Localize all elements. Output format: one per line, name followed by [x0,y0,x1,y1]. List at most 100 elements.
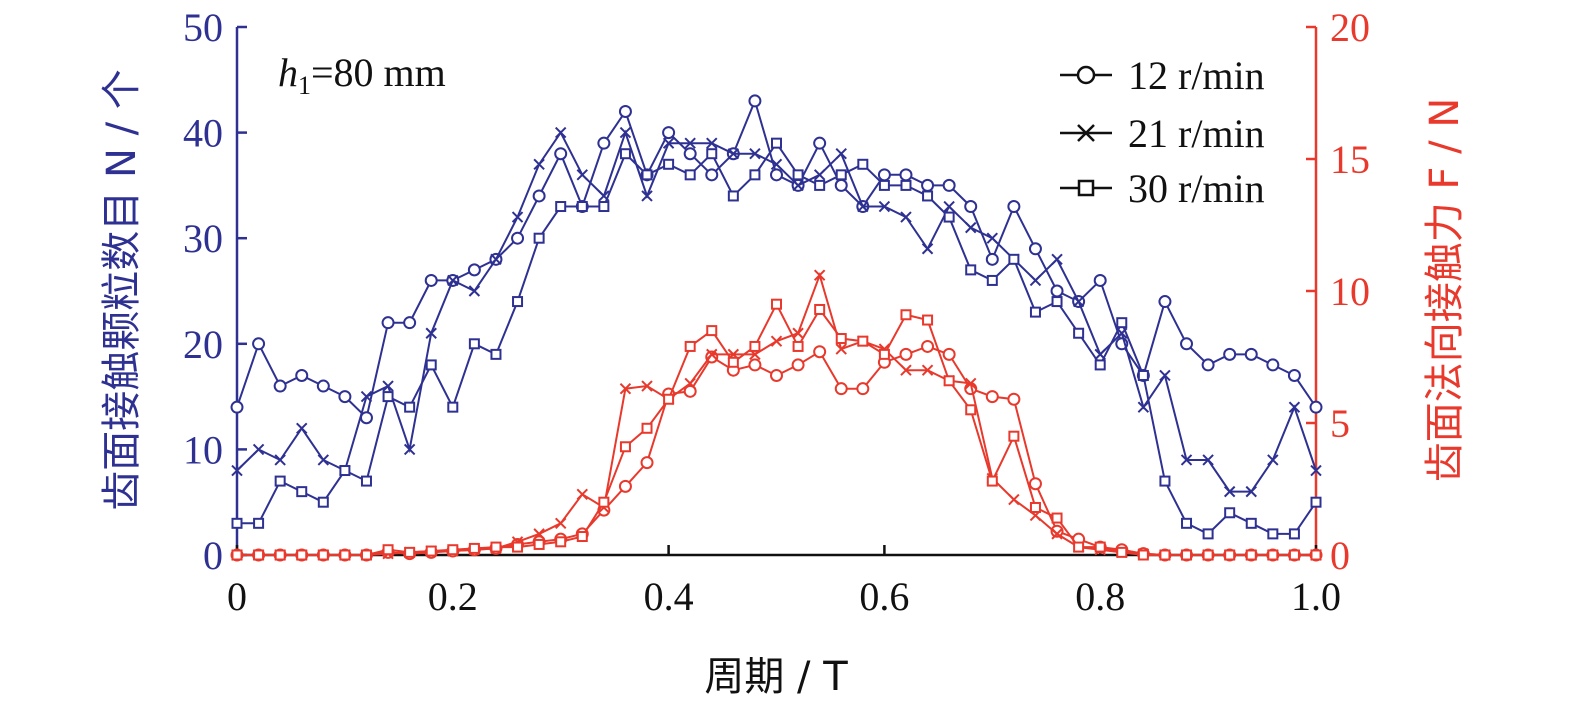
data-point-square [1116,317,1128,329]
data-point-circle [856,382,870,396]
data-point-circle [532,189,546,203]
legend-entry-12: 12 r/min [1060,53,1265,98]
data-point-square [360,549,372,561]
data-point-square [900,309,912,321]
data-point-square [1245,549,1257,561]
data-point-square [814,303,826,315]
data-point-square [1267,549,1279,561]
data-point-square [684,340,696,352]
data-point-square [986,274,998,286]
data-point-cross [835,148,847,160]
data-point-cross [1202,454,1214,466]
data-point-cross [770,158,783,170]
data-point-circle [1158,295,1172,309]
data-point-square [1029,501,1041,513]
data-point-cross [1267,454,1279,466]
data-point-cross [619,126,632,139]
x-tick-label: 0 [227,574,247,619]
data-point-cross [533,158,545,170]
data-point-cross [684,377,696,390]
data-point-cross [662,137,675,149]
data-point-cross [360,390,373,403]
data-point-square [231,517,243,529]
data-point-circle [921,178,935,192]
data-point-square [598,496,610,508]
data-point-square [684,169,696,181]
data-point-circle [899,168,913,182]
right-y-axis-title: 齿面法向接触力 F / N [1422,98,1468,483]
data-point-cross [1310,464,1322,477]
legend-label-30: 30 r/min [1128,166,1265,211]
data-point-cross [1180,454,1193,466]
data-point-circle [921,339,935,353]
data-point-square [317,549,329,561]
data-point-square [425,359,437,371]
data-point-square [404,546,416,558]
data-point-square [771,298,782,310]
data-point-circle [985,252,999,266]
data-point-cross [576,488,588,500]
data-point-square [533,232,545,244]
data-point-square [1137,369,1149,381]
data-point-cross [792,327,804,339]
data-point-square [727,356,739,368]
data-point-circle [597,136,611,150]
data-point-cross [943,200,955,213]
data-point-circle [683,384,697,398]
data-point-circle [770,168,783,182]
data-point-square [404,401,416,413]
data-point-circle [1007,200,1021,214]
legend-entry-30: 30 r/min [1060,166,1265,211]
data-point-cross [231,464,243,477]
data-point-circle [252,337,266,351]
data-point-cross [921,243,934,255]
data-point-cross [1029,274,1042,287]
data-point-circle [1309,400,1323,414]
data-point-cross [382,380,394,392]
data-point-square [274,475,286,487]
data-point-cross [965,377,977,390]
data-point-circle [359,411,373,425]
right-y-tick-label: 5 [1330,401,1350,446]
data-point-cross [684,137,696,149]
data-point-cross [878,200,891,213]
data-point-square [576,531,588,543]
left-y-tick-label: 10 [183,427,223,472]
data-point-cross [296,422,308,434]
data-point-square [1245,517,1257,529]
data-point-square [792,340,804,352]
data-point-square [533,538,545,550]
data-point-square [792,169,804,181]
data-point-circle [748,94,762,108]
data-point-square [835,169,847,181]
data-point-square [922,190,934,202]
data-point-circle [1093,273,1107,287]
data-point-circle [618,479,632,493]
data-point-cross [1288,401,1301,413]
data-point-circle [338,390,352,404]
legend-label-12: 12 r/min [1128,53,1265,98]
data-point-square [878,348,890,360]
data-point-cross [317,454,330,466]
data-point-square [1051,512,1063,524]
data-point-square [965,264,977,276]
data-point-square [1181,517,1193,529]
data-point-square [943,211,955,223]
data-point-square [663,158,675,170]
data-point-circle [791,358,805,372]
left-y-tick-label: 30 [183,216,223,261]
data-point-circle [1050,284,1064,298]
data-point-square [663,393,675,405]
data-point-cross [835,343,847,355]
data-point-circle [1266,358,1280,372]
data-point-circle [273,379,287,393]
data-point-square [490,541,502,553]
data-point-square [447,401,459,413]
data-point-circle [964,200,978,214]
x-tick-label: 0.4 [644,574,694,619]
data-point-square [900,179,912,191]
data-point-circle [511,231,525,245]
data-point-square [878,179,890,191]
data-point-square [727,190,739,202]
left-y-axis-title: 齿面接触颗粒数目 N / 个 [99,69,145,511]
